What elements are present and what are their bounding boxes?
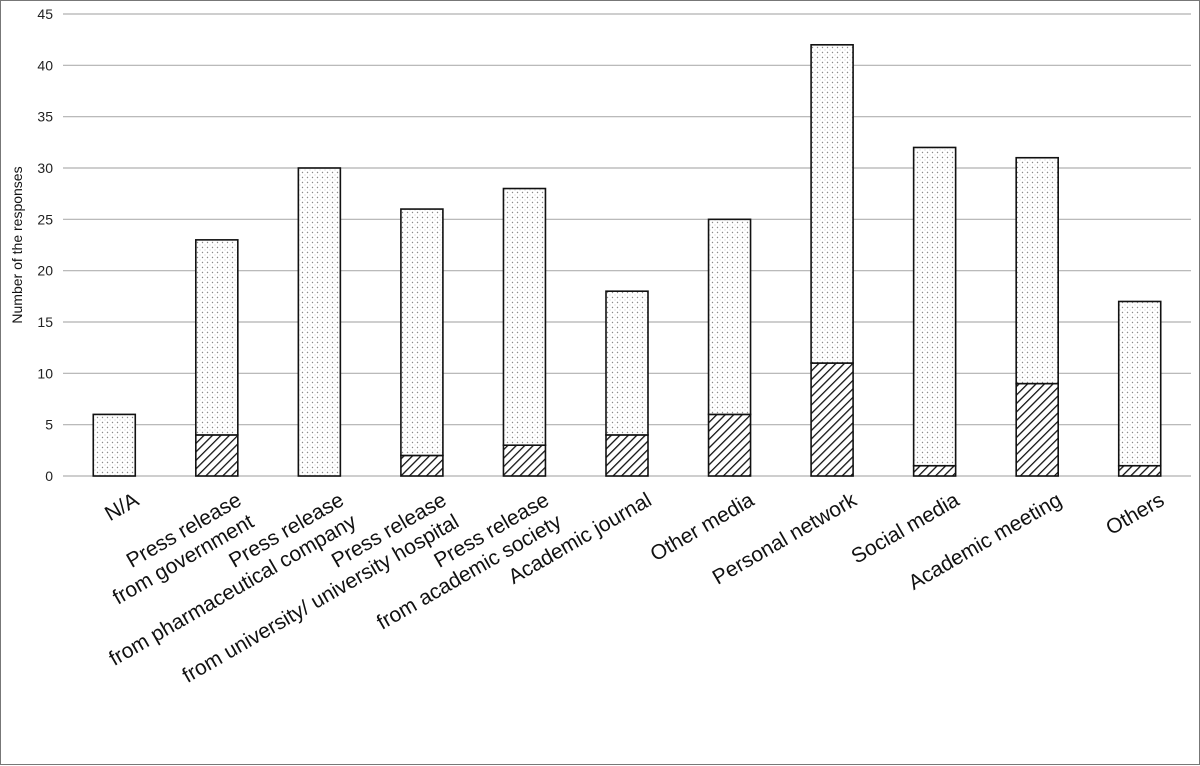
y-tick-label: 5: [45, 417, 53, 433]
bar-segment-dotted: [400, 208, 444, 457]
y-tick-label: 15: [37, 314, 53, 330]
y-axis-title: Number of the responses: [9, 166, 25, 323]
bar-segment-dotted: [92, 413, 137, 477]
bar-segment-dotted: [1117, 300, 1162, 467]
bar-segment-hatched: [502, 444, 547, 477]
bar-segment-dotted: [605, 290, 649, 436]
bar-segment-dotted: [1015, 156, 1059, 385]
bar-segment-dotted: [707, 218, 752, 416]
bar-segment-hatched: [195, 434, 239, 477]
y-tick-label: 30: [37, 160, 53, 176]
bar-segment-hatched: [1015, 382, 1059, 477]
y-tick-label: 35: [37, 109, 53, 125]
x-category-label: Others: [1102, 488, 1168, 539]
y-tick-label: 0: [45, 468, 53, 484]
bar-segment-hatched: [605, 434, 649, 477]
bar-segment-dotted: [195, 239, 239, 436]
y-axis-ticks: 0 5 10 15 20 25 30 35 40 45: [37, 6, 53, 484]
bar-segment-dotted: [297, 167, 342, 477]
bar-segment-hatched: [1117, 464, 1162, 477]
bar-segment-hatched: [810, 362, 854, 477]
x-category-label: N/A: [101, 488, 143, 525]
y-tick-label: 10: [37, 365, 53, 381]
bar-segment-hatched: [912, 464, 957, 477]
gridlines: [63, 13, 1191, 477]
bar-segment-dotted: [912, 146, 957, 467]
y-tick-label: 40: [37, 57, 53, 73]
bars: [92, 43, 1162, 477]
bar-segment-hatched: [400, 454, 444, 477]
x-category-label-line: N/A: [101, 488, 143, 525]
y-tick-label: 20: [37, 263, 53, 279]
bar-segment-dotted: [502, 187, 547, 446]
bar-segment-dotted: [810, 43, 854, 364]
x-category-label-line: Others: [1102, 488, 1168, 539]
bar-segment-hatched: [707, 413, 752, 477]
y-tick-label: 25: [37, 211, 53, 227]
y-tick-label: 45: [37, 6, 53, 22]
